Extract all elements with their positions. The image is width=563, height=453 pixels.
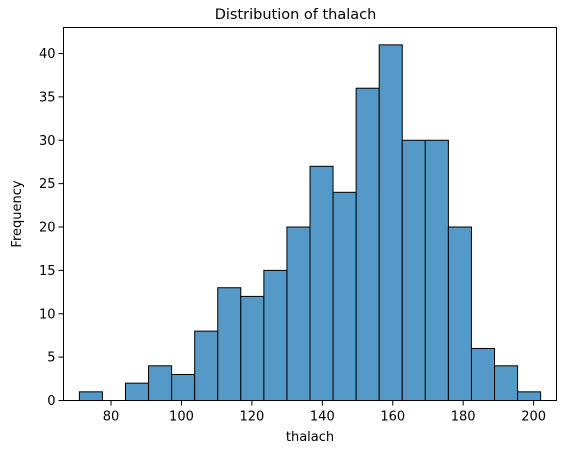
histogram-bar-2	[124, 382, 150, 401]
histogram-bar-7	[240, 295, 265, 402]
y-tick-label-0: 0	[47, 394, 55, 409]
histogram-bar-15	[424, 139, 449, 401]
histogram-bar-3	[148, 365, 173, 402]
y-tick-label-3: 15	[39, 264, 56, 279]
histogram-bar-16	[447, 226, 472, 401]
bars-group	[78, 44, 542, 402]
y-tick-label-6: 30	[39, 134, 56, 149]
histogram-bar-17	[470, 347, 496, 402]
histogram-bar-13	[378, 44, 403, 401]
histogram-bar-12	[355, 87, 380, 402]
y-tick-label-7: 35	[39, 90, 56, 105]
histogram-bar-9	[286, 226, 311, 401]
x-tick-label-4: 160	[380, 410, 405, 425]
histogram-bar-5	[194, 330, 219, 401]
histogram-bar-19	[517, 391, 542, 402]
histogram-bar-4	[171, 373, 196, 402]
histogram-bar-11	[332, 191, 357, 401]
x-tick-label-5: 180	[451, 410, 476, 425]
x-tick-label-1: 100	[169, 410, 194, 425]
x-tick-label-2: 120	[239, 410, 264, 425]
histogram-bar-0	[78, 391, 103, 402]
y-axis-label: Frequency	[10, 180, 25, 247]
plot-frame	[63, 27, 557, 401]
x-axis-label: thalach	[286, 430, 334, 445]
y-tick-label-2: 10	[39, 307, 56, 322]
y-tick-label-5: 25	[39, 177, 56, 192]
x-tick-label-0: 80	[103, 410, 120, 425]
histogram-bar-14	[401, 139, 426, 401]
y-tick-label-4: 20	[39, 221, 56, 236]
y-tick-label-1: 5	[47, 351, 55, 366]
x-tick-label-6: 200	[521, 410, 546, 425]
histogram-bar-6	[217, 287, 242, 401]
y-tick-label-8: 40	[39, 47, 56, 62]
chart-title: Distribution of thalach	[215, 7, 377, 23]
histogram-bar-10	[309, 165, 334, 401]
y-axis-ticks: 0 5 10 15 20 25 30 35 40	[39, 47, 64, 409]
x-axis-ticks: 80 100 120 140 160 180 200	[103, 400, 546, 425]
x-tick-label-3: 140	[310, 410, 335, 425]
histogram-bar-18	[494, 365, 519, 402]
histogram-bar-8	[263, 269, 288, 401]
